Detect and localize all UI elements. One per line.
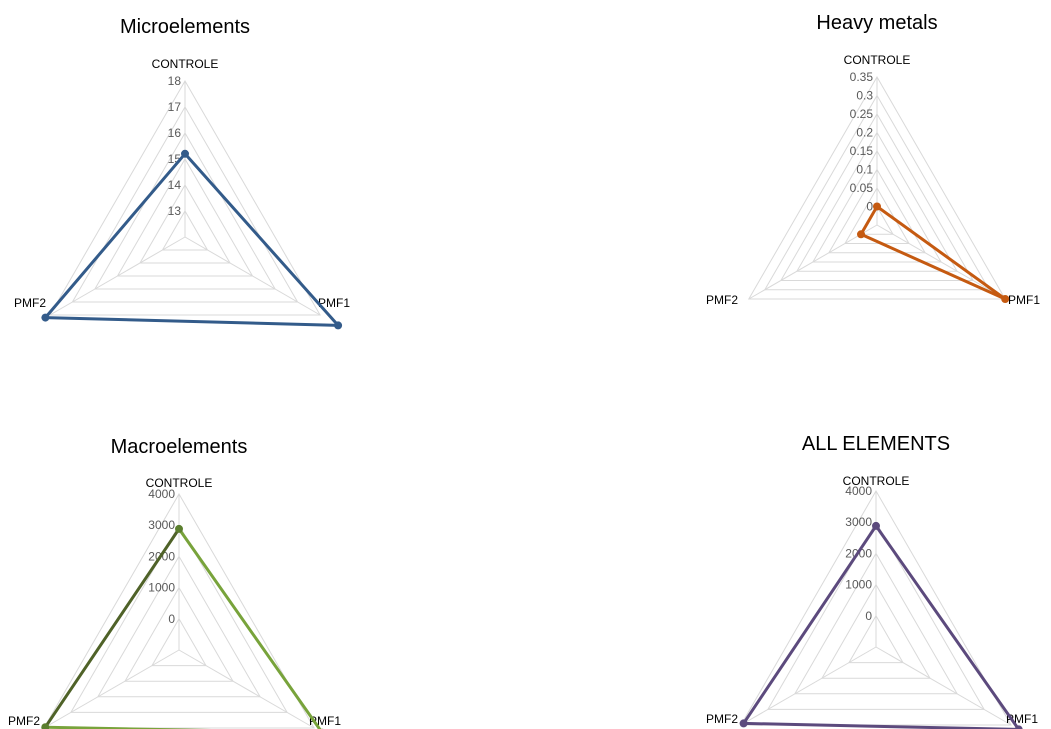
- gridline-ring: [821, 583, 931, 679]
- tick-label: 0: [866, 200, 873, 214]
- data-point-pmf1: [1014, 725, 1023, 729]
- microelements-radar-chart: Microelements 131415161718CONTROLEPMF1PM…: [14, 16, 350, 330]
- gridline-ring: [844, 186, 910, 244]
- tick-label: 0.05: [850, 181, 874, 195]
- gridline-ring: [796, 131, 958, 272]
- tick-label: 3000: [845, 515, 872, 529]
- chart-title: Macroelements: [111, 436, 248, 458]
- axis-label-controle: CONTROLE: [152, 57, 219, 71]
- data-point-pmf2: [41, 723, 50, 729]
- data-point-pmf1: [1001, 295, 1010, 303]
- gridline-ring: [70, 524, 288, 713]
- data-point-controle: [181, 149, 189, 158]
- series-edge: [43, 316, 340, 327]
- data-point-controle: [872, 521, 880, 530]
- axis-label-controle: CONTROLE: [844, 53, 911, 67]
- axis-spoke: [43, 649, 180, 729]
- heavy-metals-radar-chart: Heavy metals 0 0.05 0.1 0.15 0.2 0.25 0.3 0.35 C…: [706, 12, 1040, 307]
- all-elements-radar-chart: ALL ELEMENTS 01000200030004000CONTROLEPM…: [706, 433, 1038, 729]
- data-point-pmf1: [334, 321, 343, 330]
- axis-spoke: [184, 236, 321, 316]
- series-edge: [43, 725, 212, 729]
- data-point-pmf2: [857, 230, 865, 239]
- series-edge: [874, 524, 1021, 729]
- gridline-ring: [161, 209, 209, 251]
- axis-label-pmf1: PMF1: [1008, 293, 1040, 307]
- tick-label: 0: [168, 612, 175, 626]
- gridline-ring: [780, 112, 974, 281]
- tick-label: 0.2: [856, 126, 873, 140]
- axis-spoke: [875, 646, 1012, 726]
- data-point-controle: [175, 524, 183, 533]
- data-point-pmf2: [739, 719, 748, 728]
- gridline-ring: [848, 614, 904, 664]
- tick-label: 0.25: [850, 107, 874, 121]
- tick-label: 0.15: [850, 144, 874, 158]
- axis-spoke: [876, 224, 1006, 300]
- series-edge: [43, 152, 187, 320]
- gridline-ring: [71, 106, 299, 303]
- series-edge: [859, 205, 879, 236]
- tick-label: 14: [168, 178, 182, 192]
- series-edge: [859, 232, 1007, 301]
- gridline-ring: [151, 617, 207, 667]
- axis-label-pmf1: PMF1: [318, 296, 350, 310]
- axis-spoke: [178, 649, 315, 729]
- gridline-ring: [49, 80, 321, 316]
- chart-title: ALL ELEMENTS: [802, 433, 950, 455]
- axis-label-pmf2: PMF2: [706, 293, 738, 307]
- tick-label: 4000: [148, 487, 175, 501]
- series-edge: [43, 527, 181, 729]
- data-point-pmf2: [41, 313, 50, 322]
- gridline-ring: [116, 157, 254, 277]
- gridline-ring: [763, 94, 991, 291]
- chart-title: Microelements: [120, 16, 250, 38]
- series-edge: [177, 527, 322, 729]
- tick-label: 1000: [148, 581, 175, 595]
- axis-spoke: [49, 236, 186, 316]
- gridline-ring: [97, 555, 261, 698]
- gridline-ring: [43, 493, 315, 729]
- tick-label: 4000: [845, 484, 872, 498]
- axis-spoke: [740, 646, 877, 726]
- macroelements-radar-chart: Macroelements 01000200030004000CONTROLEP…: [8, 436, 341, 729]
- axis-label-controle: CONTROLE: [146, 476, 213, 490]
- gridline-ring: [94, 132, 276, 290]
- axis-label-controle: CONTROLE: [843, 474, 910, 488]
- data-point-controle: [873, 202, 881, 211]
- axis-label-pmf2: PMF2: [8, 714, 40, 728]
- tick-label: 3000: [148, 518, 175, 532]
- tick-label: 0.3: [856, 89, 873, 103]
- gridline-ring: [794, 552, 958, 695]
- gridline-ring: [747, 76, 1007, 300]
- series-edge: [742, 721, 1021, 729]
- gridline-ring: [767, 521, 985, 710]
- tick-label: 1000: [845, 578, 872, 592]
- gridline-ring: [124, 586, 234, 682]
- tick-label: 0: [865, 609, 872, 623]
- tick-label: 13: [168, 204, 182, 218]
- tick-label: 0.1: [856, 163, 873, 177]
- tick-label: 17: [168, 100, 182, 114]
- series-edge: [875, 205, 1007, 301]
- gridline-ring: [139, 183, 231, 264]
- gridline-ring: [812, 150, 942, 263]
- tick-label: 0.35: [850, 70, 874, 84]
- axis-spoke: [748, 224, 878, 300]
- axis-label-pmf2: PMF2: [706, 712, 738, 726]
- series-edge: [742, 524, 878, 725]
- series-edge: [183, 152, 340, 327]
- tick-label: 18: [168, 74, 182, 88]
- tick-label: 16: [168, 126, 182, 140]
- chart-title: Heavy metals: [816, 12, 937, 34]
- gridline-ring: [828, 168, 926, 254]
- axis-label-pmf2: PMF2: [14, 296, 46, 310]
